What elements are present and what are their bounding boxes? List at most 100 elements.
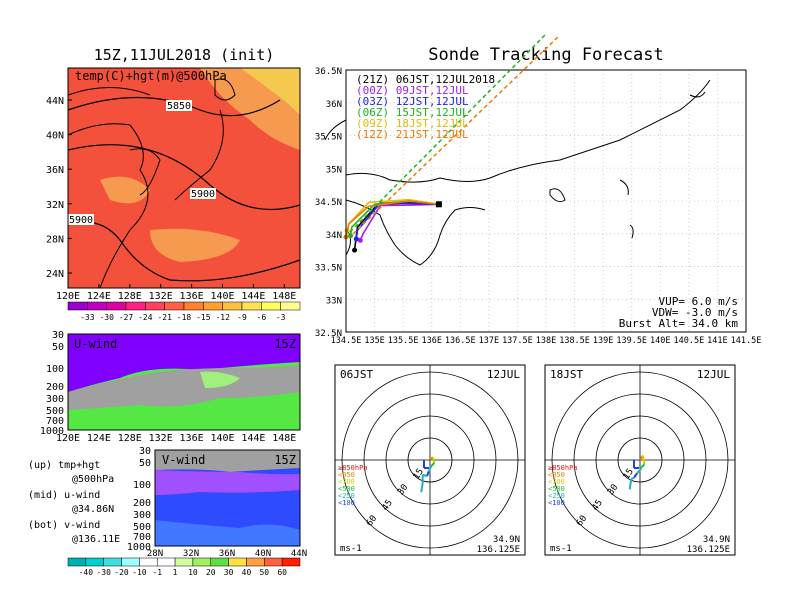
lon-tick-label: 139.5E: [616, 336, 647, 346]
hodograph-segment: [431, 456, 436, 464]
hodograph-level-label: <250: [338, 492, 355, 500]
lat-tick-label: 33.5N: [315, 264, 342, 274]
hodograph-time: 06JST: [340, 368, 373, 381]
lon-tick-label: 139E: [593, 336, 613, 346]
temp-map-subtitle: temp(C)+hgt(m)@500hPa: [75, 69, 227, 83]
level-tick-label: 100: [46, 364, 64, 375]
lat-tick-label: 40N: [46, 131, 64, 142]
hokkaido-coastline: [214, 78, 236, 101]
note-line: @34.86N: [72, 504, 114, 515]
hodograph-level-label: <250: [548, 492, 565, 500]
temp-map-lon-labels: 120E 124E 128E 132E 136E 140E 144E 148E: [56, 284, 296, 302]
level-tick-label: 700: [46, 416, 64, 427]
lon-tick-label: 124E: [87, 433, 111, 444]
sonde-landing-point: [352, 247, 358, 253]
temp-warm-south: [150, 228, 240, 262]
note-line: (up) tmp+hgt: [28, 460, 100, 471]
v-wind-blue-region: [155, 520, 300, 546]
colorbar-swatch: [67, 301, 88, 311]
legend-entry: (21Z) 06JST,12JUL2018: [356, 73, 495, 86]
colorbar-swatch: [145, 301, 165, 311]
lon-tick-label: 148E: [272, 291, 296, 302]
lat-tick-label: 44N: [291, 549, 307, 559]
colorbar-label: -9: [237, 313, 247, 322]
colorbar-label: 50: [259, 568, 269, 577]
lat-tick-label: 35.5N: [315, 133, 342, 143]
lon-tick-label: 141.5E: [731, 336, 762, 346]
lat-tick-label: 28N: [147, 549, 163, 559]
v-wind-frame: [154, 449, 301, 547]
panel-notes: (up) tmp+hgt @500hPa (mid) u-wind @34.86…: [28, 460, 120, 545]
colorbar-swatch: [121, 557, 140, 567]
hodograph-time: 18JST: [550, 368, 583, 381]
u-wind-purple-region: [68, 334, 300, 392]
hodograph-level-label: <700: [548, 478, 565, 486]
honshu-coastline: [345, 79, 711, 183]
lat-tick-label: 33N: [326, 296, 342, 306]
lon-tick-label: 148E: [272, 433, 296, 444]
legend-entry: (03Z) 12JST,12JUL: [356, 95, 469, 108]
lon-tick-label: 138.5E: [559, 336, 590, 346]
colorbar-label: 60: [277, 568, 287, 577]
legend-entry: (00Z) 09JST,12JUL: [356, 84, 469, 97]
note-line: @500hPa: [72, 474, 114, 485]
colorbar-swatch: [241, 301, 262, 311]
contour-line: [67, 144, 301, 211]
hodograph-segment: [639, 466, 643, 471]
lat-tick-label: 36N: [219, 549, 235, 559]
colorbar-swatch: [156, 557, 176, 567]
colorbar-label: -6: [257, 313, 267, 322]
hodograph-segment: [628, 478, 633, 490]
lon-tick-label: 144E: [241, 433, 265, 444]
lon-tick-label: 134.5E: [331, 336, 362, 346]
colorbar-label: 30: [224, 568, 234, 577]
contour-label: 5850: [167, 101, 191, 112]
note-line: (bot) v-wind: [28, 520, 100, 531]
v-wind-panel: V-wind 15Z: [154, 449, 301, 547]
colorbar-swatch: [280, 301, 301, 311]
island-coastline: [619, 179, 629, 196]
colorbar-swatch: [103, 557, 122, 567]
hodograph-segment: [420, 483, 424, 493]
colorbar-label: -10: [132, 568, 147, 577]
contour-label: 5900: [191, 189, 215, 200]
colorbar-swatch: [183, 301, 204, 311]
lon-tick-label: 128E: [118, 433, 142, 444]
u-wind-frame: [67, 333, 301, 431]
level-tick-label: 50: [139, 458, 151, 469]
level-tick-label: 200: [46, 382, 64, 393]
temp-colorbar: -33 -30 -27 -24 -21 -18 -15 -12 -9 -6 -3: [67, 301, 301, 322]
temp-map: temp(C)+hgt(m)@500hPa 5850 5900 5900: [67, 67, 301, 289]
lon-tick-label: 136.5E: [445, 336, 476, 346]
hodograph-date: 12JUL: [487, 368, 520, 381]
lon-tick-label: 132E: [149, 291, 173, 302]
colorbar-swatch: [125, 301, 146, 311]
hodograph-date: 12JUL: [697, 368, 730, 381]
lat-tick-label: 32N: [46, 200, 64, 211]
hodograph-segment: [427, 468, 431, 473]
hodograph-level-label: ≥850hPa: [548, 464, 578, 472]
legend-entry: (12Z) 21JST,12JUL: [356, 128, 469, 141]
contour-line: [67, 221, 301, 282]
level-tick-label: 300: [46, 394, 64, 405]
sonde-track-line: [359, 203, 439, 241]
lon-tick-label: 128E: [118, 291, 142, 302]
hodograph-level-label: <500: [338, 485, 355, 493]
launch-point: [435, 201, 442, 208]
colorbar-swatch: [210, 557, 229, 567]
lon-tick-label: 137E: [479, 336, 499, 346]
hodograph-segment: [630, 476, 635, 480]
lon-tick-label: 135E: [364, 336, 384, 346]
u-wind-time: 15Z: [274, 337, 296, 351]
note-line: @136.11E: [72, 534, 120, 545]
colorbar-swatch: [261, 301, 281, 311]
island-coastline: [549, 188, 566, 203]
level-tick-label: 300: [133, 510, 151, 521]
contour-label-box: [166, 100, 192, 111]
colorbar-swatch: [139, 557, 158, 567]
colorbar-label: -15: [196, 313, 211, 322]
lon-tick-label: 138E: [536, 336, 556, 346]
lat-tick-label: 36N: [46, 165, 64, 176]
